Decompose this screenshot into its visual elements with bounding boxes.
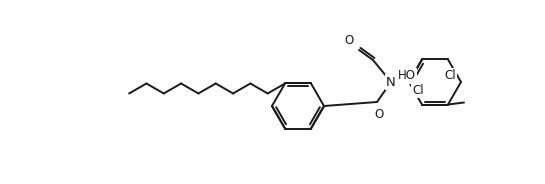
Text: Cl: Cl xyxy=(412,84,424,97)
Text: N: N xyxy=(386,75,396,89)
Text: HO: HO xyxy=(398,70,416,82)
Text: Cl: Cl xyxy=(444,70,456,82)
Text: O: O xyxy=(374,108,384,121)
Text: O: O xyxy=(345,34,354,47)
